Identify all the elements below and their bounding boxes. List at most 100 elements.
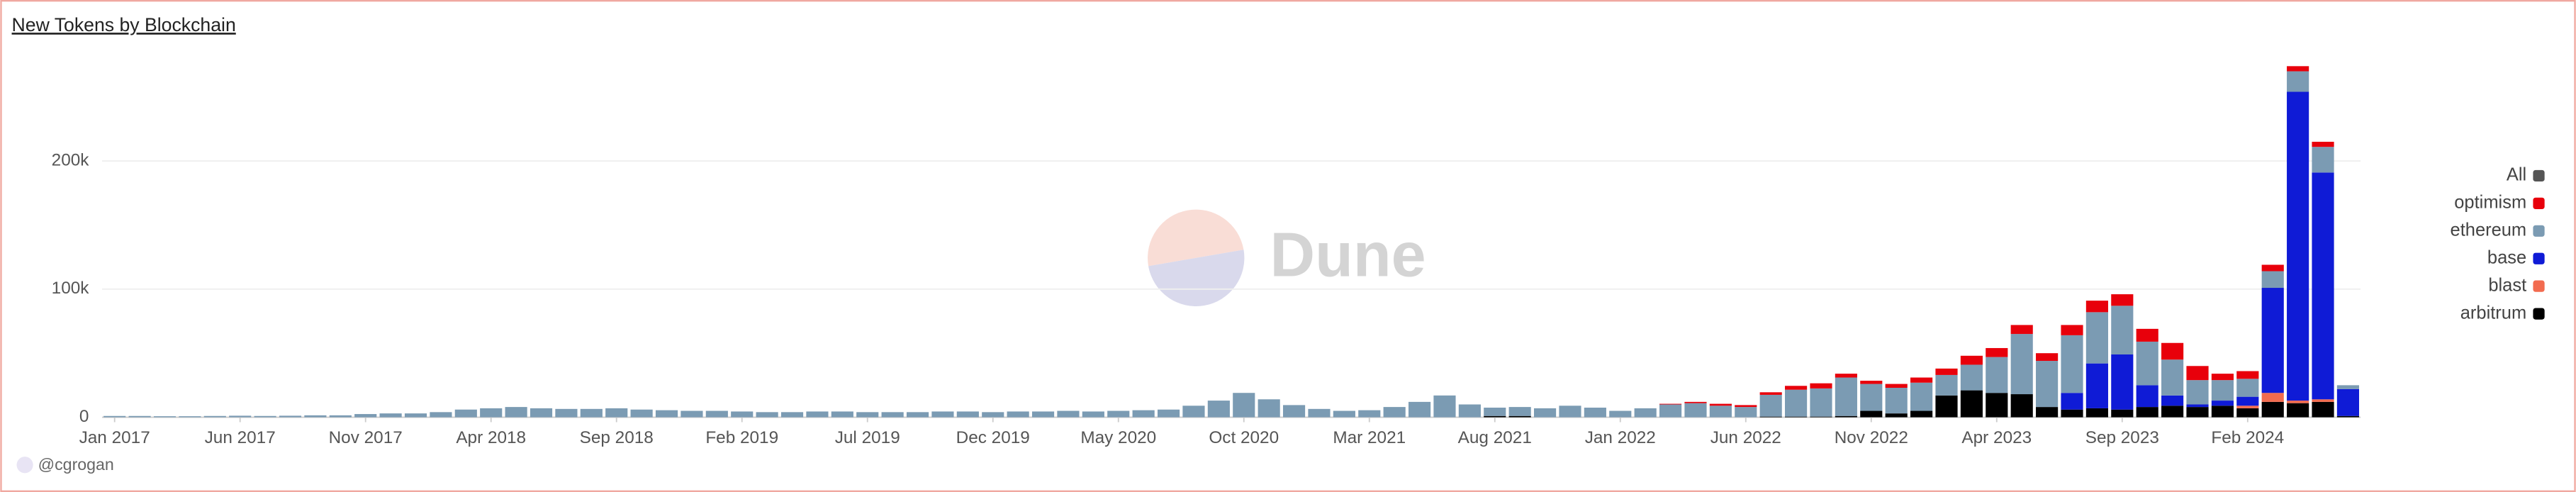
legend-swatch — [2533, 280, 2545, 292]
bar-segment — [1986, 357, 2008, 393]
bar-segment — [2312, 399, 2334, 402]
bar-segment — [906, 412, 929, 418]
x-tick-label: Sep 2018 — [580, 428, 654, 447]
bar-segment — [2136, 328, 2158, 342]
bar-segment — [1584, 408, 1606, 418]
legend-label: optimism — [2454, 193, 2526, 213]
bar-segment — [2211, 380, 2234, 401]
bar-segment — [480, 408, 503, 418]
bar-segment — [1709, 403, 1732, 406]
bar-segment — [956, 411, 979, 418]
x-tick-label: Nov 2017 — [329, 428, 403, 447]
bar-segment — [179, 416, 201, 418]
watermark-text: Dune — [1270, 219, 1426, 289]
bar-segment — [1458, 404, 1481, 418]
bar-segment — [404, 413, 427, 418]
bar-segment — [1031, 411, 1055, 418]
bar-segment — [2061, 335, 2083, 393]
bar-segment — [705, 410, 728, 418]
bar-segment — [2312, 401, 2334, 418]
legend-item[interactable]: base — [2487, 247, 2545, 267]
bar-segment — [1282, 405, 1306, 418]
bar-segment — [1885, 387, 1908, 414]
bar-segment — [2136, 341, 2158, 386]
bar-segment — [1659, 404, 1682, 418]
bar-segment — [2161, 395, 2184, 406]
watermark-logo-bottom — [1148, 250, 1245, 306]
x-tick-label: Feb 2019 — [705, 428, 778, 447]
bar-segment — [2287, 71, 2309, 92]
bar-segment — [279, 415, 302, 418]
bar-segment — [982, 412, 1004, 418]
bar-segment — [2161, 342, 2184, 360]
bar-segment — [780, 412, 804, 418]
bar-segment — [1986, 347, 2008, 357]
x-tick-label: Feb 2024 — [2211, 428, 2284, 447]
bar-segment — [2186, 404, 2209, 408]
bar-segment — [1960, 355, 1983, 365]
bar-segment — [681, 410, 703, 418]
legend-item[interactable]: optimism — [2454, 193, 2545, 213]
bar-segment — [2312, 141, 2334, 147]
x-tick-label: Nov 2022 — [1835, 428, 1908, 447]
x-tick-label: Jul 2019 — [835, 428, 900, 447]
bar-segment — [1759, 392, 1782, 395]
bar-segment — [530, 408, 553, 418]
bar-segment — [1659, 403, 1682, 405]
bar-segment — [203, 415, 226, 418]
legend-label: arbitrum — [2460, 303, 2526, 323]
legend-item[interactable]: blast — [2488, 275, 2545, 295]
bar-segment — [1258, 399, 1280, 418]
bar-segment — [1534, 408, 1557, 418]
bar-segment — [2036, 361, 2059, 408]
bar-segment — [1057, 410, 1080, 418]
x-tick-label: Jan 2022 — [1585, 428, 1656, 447]
bar-segment — [1484, 408, 1506, 416]
bar-segment — [1508, 415, 1531, 418]
bar-segment — [1735, 407, 1757, 418]
bar-segment — [1358, 410, 1381, 418]
bar-segment — [2312, 147, 2334, 173]
bar-segment — [2085, 408, 2108, 418]
bar-segment — [1860, 381, 1883, 384]
bar-segment — [1910, 377, 1933, 383]
bar-segment — [1383, 407, 1406, 418]
bar-segment — [2010, 334, 2033, 395]
bar-segment — [2211, 406, 2234, 418]
watermark-logo-top — [1148, 209, 1244, 267]
bar-segment — [1935, 374, 1958, 396]
bar-segment — [2010, 394, 2033, 418]
bar-segment — [1007, 411, 1029, 418]
bar-segment — [2111, 306, 2134, 355]
x-tick-label: Jun 2017 — [205, 428, 276, 447]
legend-item[interactable]: ethereum — [2451, 220, 2545, 240]
bar-segment — [731, 411, 754, 418]
bar-segment — [2061, 393, 2083, 410]
bar-segment — [1910, 382, 1933, 411]
bar-segment — [756, 412, 778, 418]
legend-item[interactable]: arbitrum — [2460, 303, 2545, 323]
bar-segment — [2236, 408, 2259, 418]
author-avatar — [16, 457, 33, 474]
bar-segment — [2236, 371, 2259, 379]
bar-segment — [1433, 395, 1456, 418]
bar-segment — [2161, 406, 2184, 418]
x-tick-label: Oct 2020 — [1209, 428, 1279, 447]
bar-segment — [2287, 91, 2309, 401]
bar-segment — [1207, 401, 1230, 418]
bar-segment — [1810, 388, 1832, 417]
chart-title[interactable]: New Tokens by Blockchain — [12, 14, 236, 35]
legend-item[interactable]: All — [2507, 165, 2545, 185]
bar-segment — [2261, 393, 2284, 402]
x-tick-label: Jun 2022 — [1710, 428, 1781, 447]
bar-segment — [2261, 264, 2284, 272]
bar-segment — [1860, 410, 1883, 418]
bar-segment — [153, 416, 177, 418]
bar-segment — [2211, 401, 2234, 406]
bar-segment — [1910, 410, 1933, 418]
bar-segment — [103, 415, 126, 418]
legend-swatch — [2533, 225, 2545, 237]
bar-segment — [1835, 374, 1857, 378]
bar-segment — [1559, 406, 1581, 418]
bar-segment — [1860, 384, 1883, 411]
